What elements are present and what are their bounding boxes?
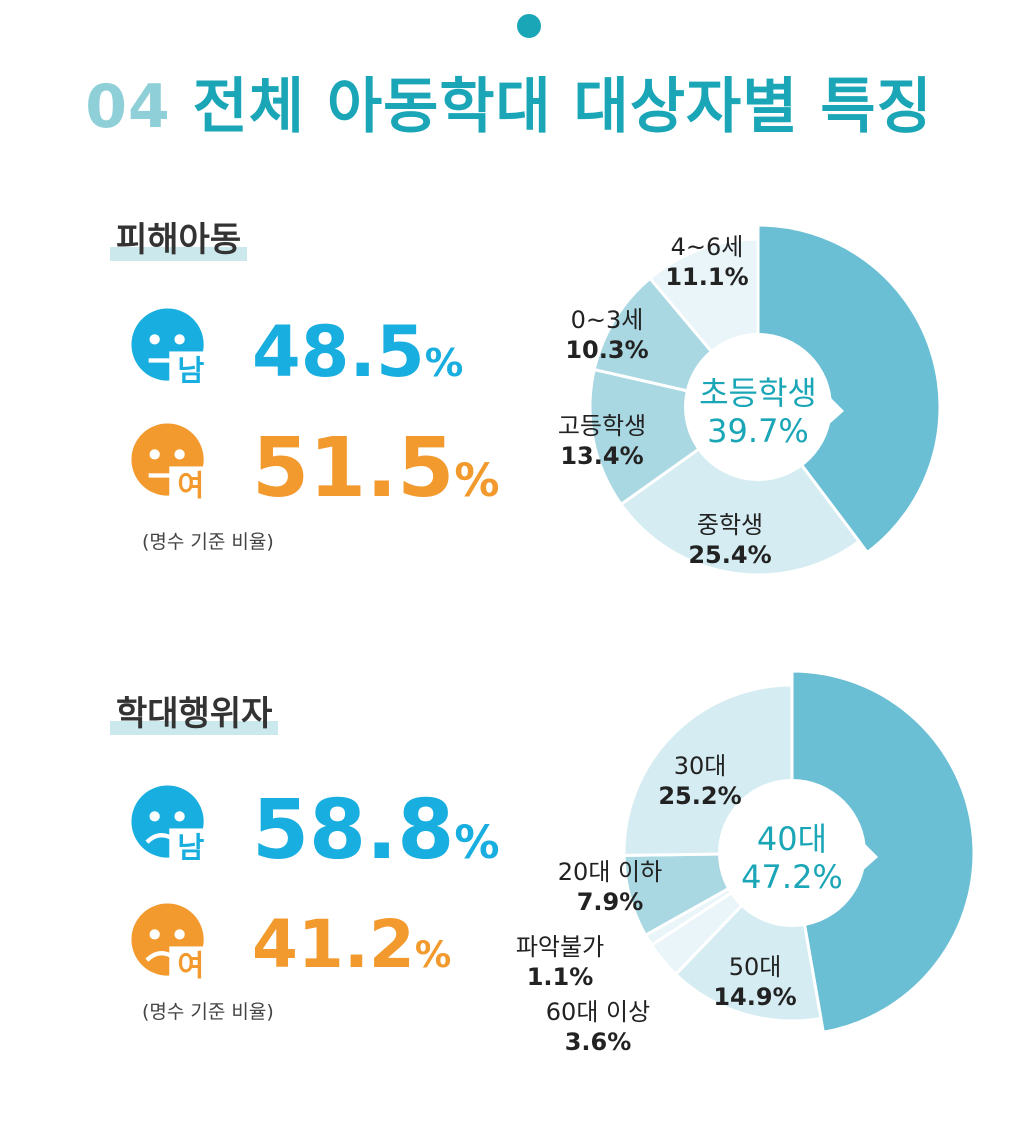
female-tag: 여 — [177, 469, 204, 503]
slice-label-2-3: 60대 이상 — [546, 998, 650, 1026]
slice-value-2-5: 7.9% — [577, 888, 644, 916]
donut-pointer-2 — [860, 839, 878, 873]
female-abuser-face-icon: 여 — [131, 903, 213, 983]
slice-value-2-2: 14.9% — [713, 983, 796, 1011]
male-tag-abuser: 남 — [177, 831, 204, 865]
abuser-female-percent: 41.2% — [252, 912, 451, 978]
title-text: 전체 아동학대 대상자별 특징 — [192, 72, 933, 142]
pie-slice-1-2 — [618, 404, 862, 577]
victim-female-percent: 51.5% — [252, 428, 500, 510]
slice-value-2-4: 1.1% — [527, 963, 594, 991]
slice-label-2-2: 50대 — [729, 953, 782, 981]
donut-hole-2 — [718, 779, 866, 927]
victim-female-value: 51.5 — [252, 421, 455, 516]
male-victim-face-icon: 남 — [131, 308, 213, 388]
slice-label-1-4: 0~3세 — [571, 306, 644, 334]
section-label-abusers: 학대행위자 — [110, 686, 279, 735]
female-victim-face-icon: 여 — [131, 423, 213, 503]
abuser-ratio-note: (명수 기준 비율) — [142, 1001, 274, 1023]
slice-label-1-3: 고등학생 — [558, 412, 646, 440]
slice-value-2-6: 25.2% — [658, 782, 741, 810]
slice-value-2-3: 3.6% — [565, 1028, 632, 1056]
victim-male-sign: % — [424, 341, 464, 386]
slice-value-1-3: 13.4% — [560, 442, 643, 470]
donut-center-value-1: 39.7% — [707, 412, 809, 450]
pie-slice-2-1 — [790, 669, 976, 1035]
page-title: 04 전체 아동학대 대상자별 특징 — [0, 58, 1018, 145]
abuser-female-value: 41.2 — [252, 906, 415, 983]
slice-label-1-2: 중학생 — [697, 511, 763, 539]
abuser-male-value: 58.8 — [252, 783, 455, 878]
male-tag: 남 — [177, 354, 204, 388]
donut-pointer-1 — [826, 393, 844, 427]
victim-male-percent: 48.5% — [252, 317, 463, 387]
title-dot — [517, 14, 541, 38]
abuser-male-sign: % — [454, 816, 500, 869]
female-tag-abuser: 여 — [177, 949, 204, 983]
slice-value-1-5: 11.1% — [665, 263, 748, 291]
victim-ratio-note: (명수 기준 비율) — [142, 531, 274, 553]
donut-hole-1 — [684, 333, 832, 481]
slice-label-2-6: 30대 — [674, 752, 727, 780]
slice-label-1-5: 4~6세 — [671, 233, 744, 261]
male-abuser-face-icon: 남 — [131, 785, 213, 865]
victim-female-sign: % — [454, 454, 500, 507]
victim-male-value: 48.5 — [252, 311, 425, 393]
section-label-victims: 피해아동 — [110, 212, 248, 261]
title-number: 04 — [85, 72, 171, 142]
donut-center-value-2: 47.2% — [741, 858, 843, 896]
slice-value-1-2: 25.4% — [688, 541, 771, 569]
donut-center-name-2: 40대 — [757, 820, 827, 858]
donut-center-name-1: 초등학생 — [699, 374, 817, 412]
slice-value-1-4: 10.3% — [565, 336, 648, 364]
abuser-female-sign: % — [414, 933, 452, 976]
slice-label-2-5: 20대 이하 — [558, 858, 662, 886]
pie-slice-1-1 — [756, 223, 942, 555]
slice-label-2-4: 파악불가 — [516, 933, 604, 961]
abuser-male-percent: 58.8% — [252, 790, 500, 872]
